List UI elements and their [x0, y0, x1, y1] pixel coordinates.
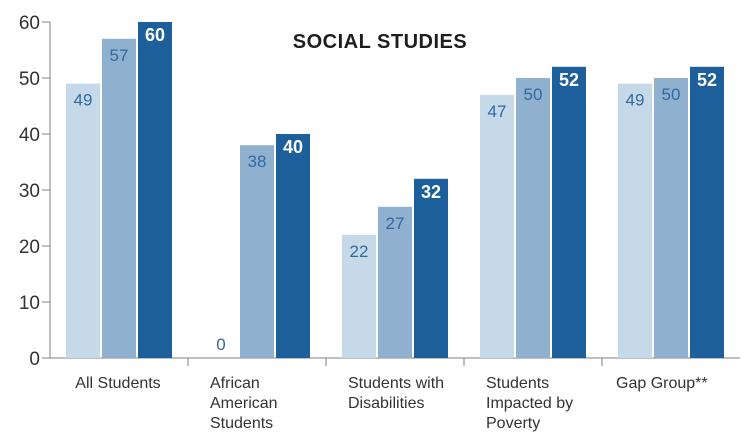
x-category-label: Students	[210, 415, 273, 432]
value-labels: 49 57 60 0 38 40 22 27 32 47 50 52 49 50 52	[74, 25, 717, 354]
data-label: 52	[559, 70, 579, 90]
data-label: 27	[386, 214, 405, 233]
x-category-label: All Students	[75, 375, 160, 392]
data-label: 32	[421, 182, 441, 202]
y-tick-label: 40	[19, 125, 40, 146]
x-category-label: Students with	[348, 375, 444, 392]
bar	[240, 145, 274, 358]
data-label: 60	[145, 25, 165, 45]
bar	[378, 206, 412, 358]
bar	[342, 234, 376, 358]
data-label: 0	[216, 335, 225, 354]
x-category-label: African	[210, 375, 260, 392]
data-label: 47	[488, 102, 507, 121]
chart-title: SOCIAL STUDIES	[293, 31, 467, 53]
data-label: 50	[662, 85, 681, 104]
y-tick-label: 10	[19, 293, 40, 314]
data-label: 49	[626, 91, 645, 110]
x-category-label: Impacted by	[486, 395, 573, 412]
data-label: 49	[74, 91, 93, 110]
bar	[618, 83, 652, 358]
bar	[552, 66, 586, 359]
bar	[480, 94, 514, 359]
x-category-label: Disabilities	[348, 395, 424, 412]
y-tick-label: 60	[19, 13, 40, 34]
y-tick-label: 50	[19, 69, 40, 90]
data-label: 40	[283, 137, 303, 157]
data-label: 50	[524, 85, 543, 104]
bars	[66, 22, 724, 359]
bar	[66, 83, 100, 358]
bar	[516, 78, 550, 358]
x-category-label: Students	[486, 375, 549, 392]
x-category-label: Gap Group**	[616, 375, 708, 392]
bar	[138, 22, 172, 358]
x-category-label: American	[210, 395, 278, 412]
bar	[276, 134, 310, 358]
axes: 0 10 20 30 40 50 60 All Students African American…	[19, 13, 740, 432]
x-category-label: Poverty	[486, 415, 540, 432]
data-label: 22	[350, 242, 369, 261]
y-tick-label: 0	[29, 349, 40, 370]
bar	[690, 66, 724, 359]
y-tick-label: 30	[19, 181, 40, 202]
y-tick-label: 20	[19, 237, 40, 258]
bar	[654, 78, 688, 358]
bar	[102, 38, 136, 359]
data-label: 38	[248, 152, 267, 171]
data-label: 52	[697, 70, 717, 90]
bar	[414, 178, 448, 358]
data-label: 57	[110, 46, 129, 65]
